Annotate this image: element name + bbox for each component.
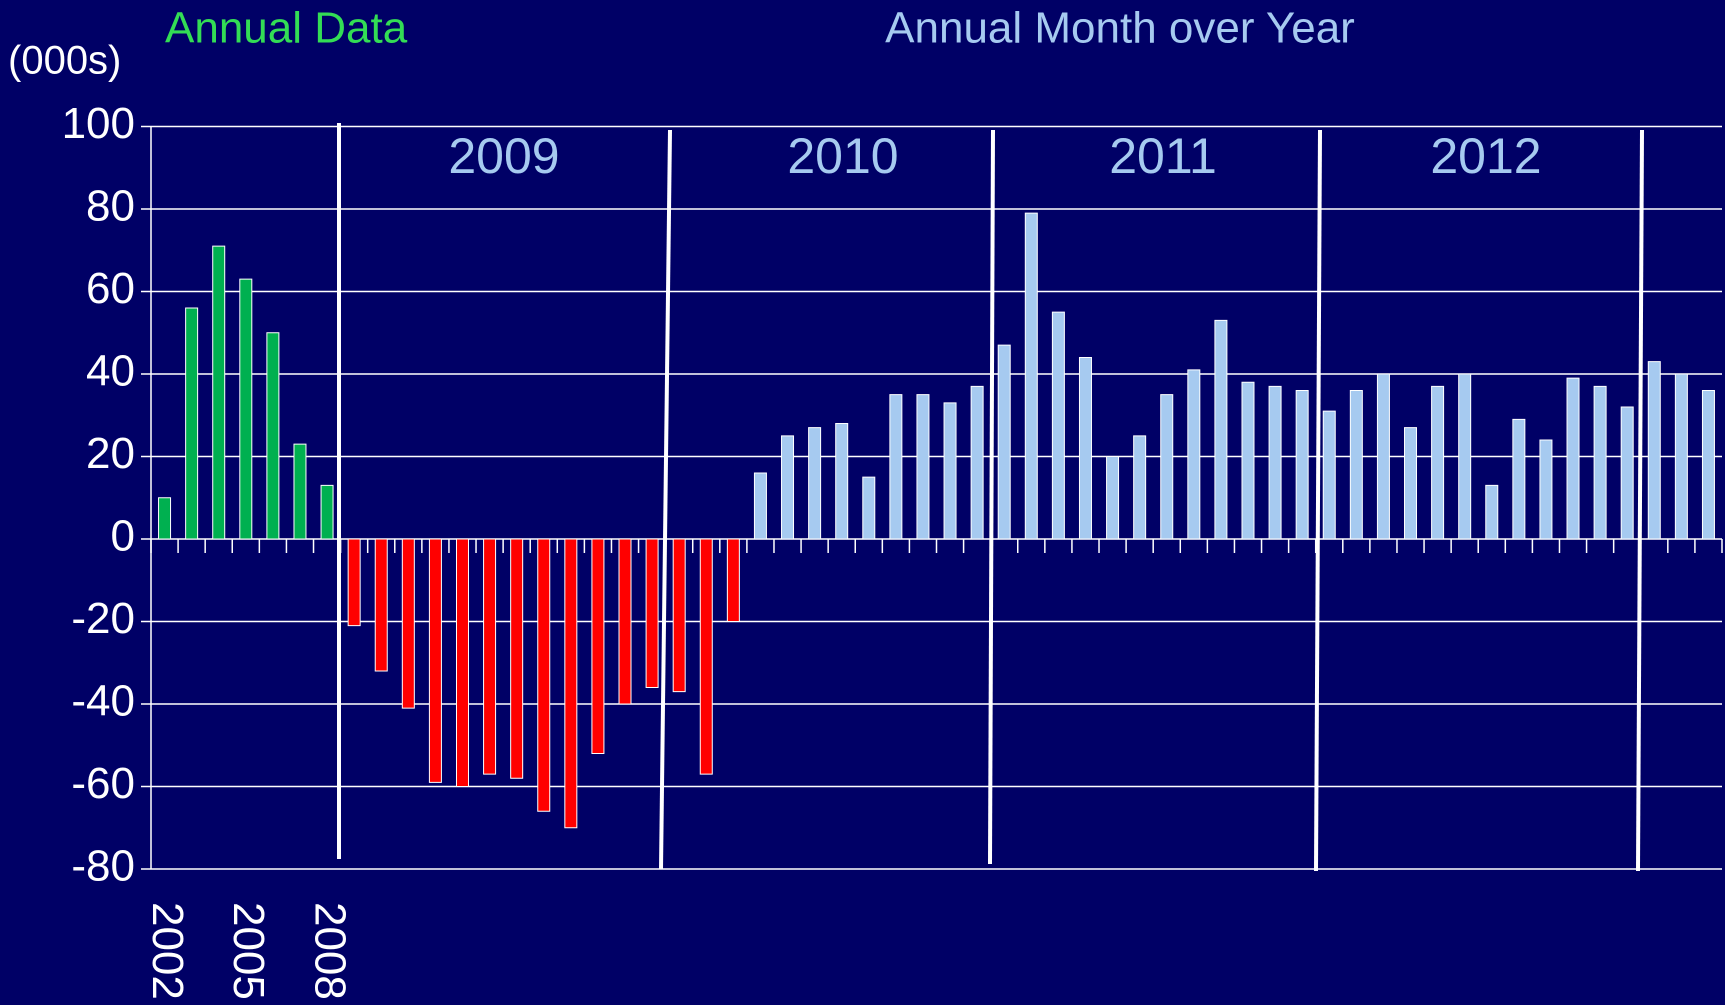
bar xyxy=(862,476,876,540)
bar xyxy=(212,245,226,540)
year-separator xyxy=(659,129,672,870)
year-label: 2009 xyxy=(448,128,559,184)
bar xyxy=(1539,439,1553,540)
x-tick-label: 2002 xyxy=(143,902,192,1000)
bar xyxy=(483,538,497,775)
bar xyxy=(239,278,253,540)
bar xyxy=(158,497,172,540)
bar xyxy=(808,427,822,540)
bar xyxy=(185,307,199,540)
year-label: 2012 xyxy=(1430,128,1541,184)
bar xyxy=(1404,427,1418,540)
year-label: 2010 xyxy=(787,128,898,184)
bar xyxy=(1133,435,1147,540)
bar xyxy=(428,538,442,783)
bar xyxy=(1431,385,1445,540)
bar xyxy=(1106,456,1120,540)
y-tick-label: 80 xyxy=(86,182,135,231)
x-tick-label: 2005 xyxy=(224,902,273,1000)
x-tick-label: 2008 xyxy=(305,902,354,1000)
bar xyxy=(1024,212,1038,540)
bar xyxy=(997,344,1011,540)
bar xyxy=(1051,311,1065,540)
y-tick-label: 60 xyxy=(86,264,135,313)
bar xyxy=(1620,406,1634,540)
bar xyxy=(1078,357,1092,540)
bar xyxy=(1241,381,1255,540)
bar xyxy=(726,538,740,622)
bar xyxy=(889,394,903,540)
bar xyxy=(1160,394,1174,540)
bar xyxy=(1458,373,1472,540)
bar xyxy=(1214,319,1228,540)
bar xyxy=(835,423,849,540)
year-separator xyxy=(1636,129,1644,872)
bar xyxy=(1349,390,1363,540)
bar xyxy=(510,538,524,779)
y-tick-label: -20 xyxy=(71,594,135,643)
bar xyxy=(1485,484,1499,540)
year-separator xyxy=(988,129,995,865)
bar xyxy=(320,484,334,540)
bar xyxy=(916,394,930,540)
bar xyxy=(970,385,984,540)
bar xyxy=(753,472,767,540)
bar xyxy=(564,538,578,829)
bar xyxy=(1268,385,1282,540)
bar xyxy=(374,538,388,672)
bar xyxy=(1674,373,1688,540)
bar xyxy=(1701,390,1715,540)
bar xyxy=(781,435,795,540)
bar xyxy=(537,538,551,812)
y-tick-label: 100 xyxy=(62,99,135,148)
bar xyxy=(1566,377,1580,540)
chart-subtitle: Annual Month over Year xyxy=(885,4,1355,53)
bar xyxy=(455,538,469,787)
bar xyxy=(591,538,605,754)
y-tick-label: 40 xyxy=(86,347,135,396)
bar xyxy=(1295,390,1309,540)
bar xyxy=(347,538,361,627)
y-tick-label: 20 xyxy=(86,429,135,478)
bar xyxy=(943,402,957,540)
bar xyxy=(1187,369,1201,540)
bar xyxy=(293,443,307,540)
bar xyxy=(645,538,659,688)
year-separator xyxy=(1314,129,1322,872)
y-tick-label: -60 xyxy=(71,759,135,808)
bar xyxy=(618,538,632,705)
chart-title: Annual Data xyxy=(165,4,408,53)
y-axis-label: (000s) xyxy=(8,39,121,83)
y-tick-label: -40 xyxy=(71,677,135,726)
bar xyxy=(1322,410,1336,540)
bar xyxy=(266,332,280,540)
bar xyxy=(699,538,713,775)
y-tick-label: 0 xyxy=(111,512,135,561)
y-tick-label: -80 xyxy=(71,842,135,891)
bar xyxy=(1593,385,1607,540)
bar xyxy=(1647,361,1661,540)
bar xyxy=(401,538,415,709)
bar xyxy=(672,538,686,693)
bar xyxy=(1376,373,1390,540)
year-label: 2011 xyxy=(1109,128,1217,184)
bar xyxy=(1512,418,1526,540)
